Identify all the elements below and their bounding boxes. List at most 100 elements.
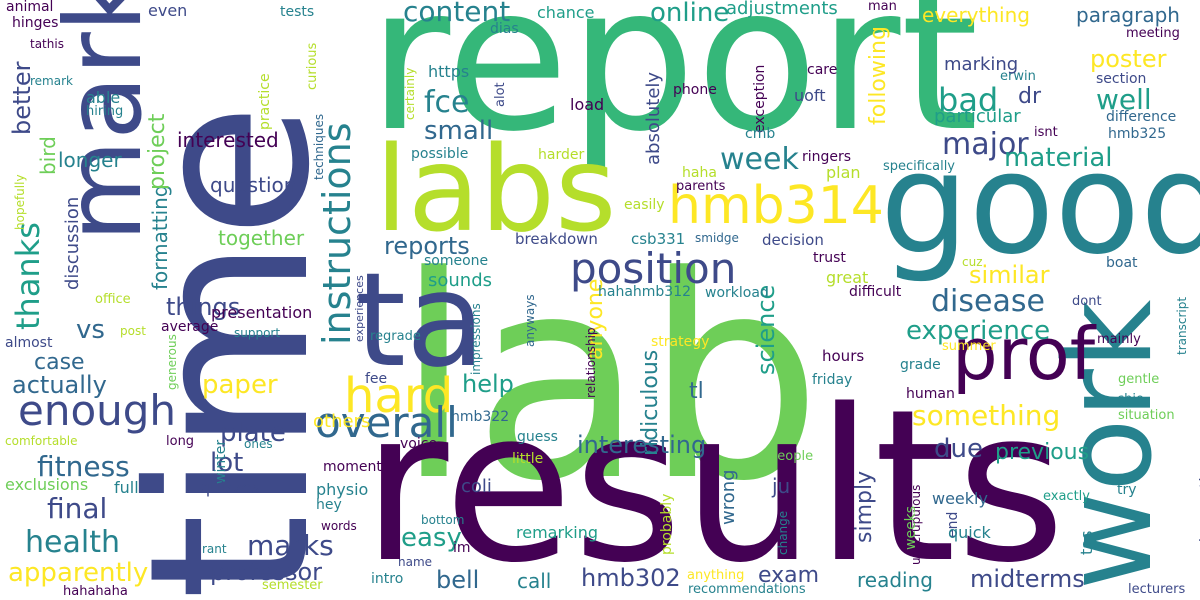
cloud-word: adjustments [726,0,838,19]
cloud-word: discussion [62,196,83,290]
cloud-word: dr [1018,84,1042,109]
cloud-word: bottom [421,513,465,527]
cloud-word: hopefully [13,174,27,230]
cloud-word: almost [5,335,53,351]
cloud-word: strategy [651,334,710,350]
cloud-word: remark [30,74,73,88]
cloud-word: apparently [8,558,149,588]
cloud-word: harder [538,147,585,163]
cloud-word: everything [922,3,1030,27]
cloud-word: grade [900,357,941,373]
cloud-word: similar [969,261,1050,289]
cloud-word: fee [365,371,388,387]
cloud-word: little [512,451,544,467]
cloud-word: vs [76,315,105,345]
cloud-word: longer [58,148,122,172]
cloud-word: even [148,1,188,20]
cloud-word: lab [395,217,823,543]
cloud-word: bird [36,136,60,175]
cloud-word: support [234,326,281,340]
cloud-word: poster [1090,45,1167,73]
cloud-word: project [145,113,170,190]
cloud-word: lecturers [1128,582,1186,597]
cloud-word: hmb314 [668,176,884,236]
cloud-word: quizzes [200,478,260,497]
cloud-word: paragraph [1076,3,1180,27]
cloud-word: hmb322 [451,409,510,425]
cloud-word: load [570,95,605,114]
cloud-word: https [428,62,470,81]
cloud-word: full [114,478,139,497]
cloud-word: curious [305,42,320,90]
cloud-word: people [769,449,814,464]
cloud-word: isnt [1034,125,1058,140]
cloud-word: dias [490,21,519,37]
cloud-word: tathis [30,37,64,51]
cloud-word: major [942,127,1029,162]
cloud-word: certainly [403,67,417,120]
cloud-word: trust [813,250,846,266]
cloud-word: exclusions [5,475,89,494]
cloud-word: rant [202,542,227,556]
cloud-word: coli [461,476,492,497]
cloud-word: hahahaha [63,584,128,599]
cloud-word: techniques [312,113,326,180]
cloud-word: cmb [745,126,776,142]
cloud-word: marking [944,54,1019,75]
cloud-word: interesting [577,431,707,459]
cloud-word: final [47,492,108,525]
cloud-word: hard [344,368,454,424]
cloud-word: simply [852,470,877,543]
cloud-word: situation [1118,408,1175,423]
cloud-word: anything [687,568,745,583]
cloud-word: others [313,411,371,432]
cloud-word: semester [262,578,323,593]
cloud-word: chance [537,3,595,22]
cloud-word: difficult [849,284,902,300]
cloud-word: smidge [695,231,739,245]
cloud-word: breakdown [515,230,598,248]
cloud-word: post [120,324,146,338]
cloud-word: hahahmb312 [598,284,692,300]
cloud-word: dont [1072,294,1102,309]
cloud-word: question [210,173,297,197]
cloud-word: labs [375,120,617,258]
cloud-word: professor [210,558,323,586]
cloud-word: together [218,226,305,250]
cloud-word: marks [247,529,334,562]
cloud-word: im [453,540,471,556]
cloud-word: better [8,61,36,135]
cloud-word: words [321,519,357,533]
cloud-word: cuz [962,255,983,269]
cloud-word: things [166,293,241,321]
cloud-word: exception [752,64,768,133]
cloud-word: guess [517,429,558,445]
cloud-word: midterms [970,565,1085,593]
cloud-word: human [906,386,955,402]
cloud-word: results [362,364,1066,600]
cloud-word: disease [931,284,1045,319]
cloud-word: experience [906,316,1051,346]
cloud-word: call [517,569,552,593]
cloud-word: interested [177,128,279,152]
cloud-word: recommendations [688,582,806,597]
cloud-word: care [807,62,838,78]
cloud-word: office [95,292,131,307]
cloud-word: summer [942,339,996,354]
cloud-word: material [1004,143,1113,173]
cloud-word: something [912,399,1061,432]
cloud-word: good [880,123,1200,286]
cloud-word: regrade [370,329,421,344]
cloud-word: wrong [718,469,739,525]
cloud-word: exactly [1043,489,1090,504]
cloud-word: anyways [523,294,537,347]
cloud-word: reports [384,232,470,260]
cloud-word: absolutely [643,71,664,165]
cloud-word: long [166,434,195,449]
cloud-word: quick [948,523,991,542]
cloud-word: lot [210,448,244,478]
cloud-word: ta [355,244,486,396]
cloud-word: impressions [469,303,483,375]
cloud-word: thanks [9,222,47,330]
cloud-word: csb331 [631,230,686,248]
